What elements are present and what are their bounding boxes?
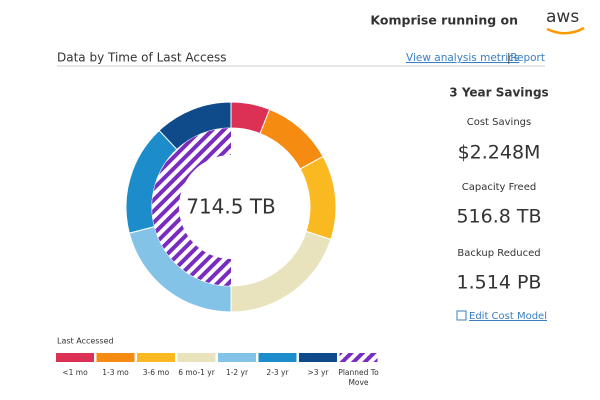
- savings-label: Capacity Freed: [462, 182, 536, 193]
- legend-swatch: [177, 353, 216, 362]
- savings-title: 3 Year Savings: [449, 86, 548, 100]
- legend-swatch: [137, 353, 175, 362]
- legend-title: Last Accessed: [57, 337, 114, 346]
- legend-swatch: [258, 353, 297, 362]
- legend-swatch: [339, 353, 378, 362]
- legend-swatch: [299, 353, 337, 362]
- donut-segment: [259, 108, 324, 170]
- separator: |: [507, 52, 511, 64]
- metrics-link[interactable]: View analysis metrics: [406, 52, 519, 64]
- edit-link[interactable]: Edit Cost Model: [469, 311, 547, 322]
- legend-swatch: [218, 353, 256, 362]
- legend-label: >3 yr: [308, 368, 330, 377]
- report-link[interactable]: Report: [510, 52, 545, 64]
- savings-label: Cost Savings: [467, 117, 531, 128]
- savings-value: 516.8 TB: [456, 206, 541, 228]
- legend-label: 1-2 yr: [226, 368, 249, 377]
- donut-segment: [299, 155, 337, 241]
- legend-label: <1 mo: [62, 368, 88, 377]
- edit-icon[interactable]: [456, 310, 467, 321]
- aws-smile: [546, 26, 585, 35]
- donut-segment: [230, 230, 332, 313]
- legend-swatch: [56, 353, 94, 362]
- center-label: 714.5 TB: [186, 195, 276, 219]
- legend-label: 2-3 yr: [266, 368, 289, 377]
- legend-label: 1-3 mo: [102, 368, 129, 377]
- legend-label: Planned To Move: [338, 368, 379, 387]
- aws-logo: aws: [546, 7, 579, 27]
- panel-title: Data by Time of Last Access: [57, 51, 226, 65]
- savings-value: $2.248M: [458, 142, 541, 164]
- legend-label: 6 mo-1 yr: [178, 368, 215, 377]
- savings-value: 1.514 PB: [457, 272, 542, 294]
- legend-label: 3-6 mo: [143, 368, 170, 377]
- header-text: Komprise running on: [370, 13, 518, 28]
- savings-label: Backup Reduced: [457, 248, 540, 259]
- legend-swatch: [96, 353, 135, 362]
- planned-ring: [151, 128, 231, 286]
